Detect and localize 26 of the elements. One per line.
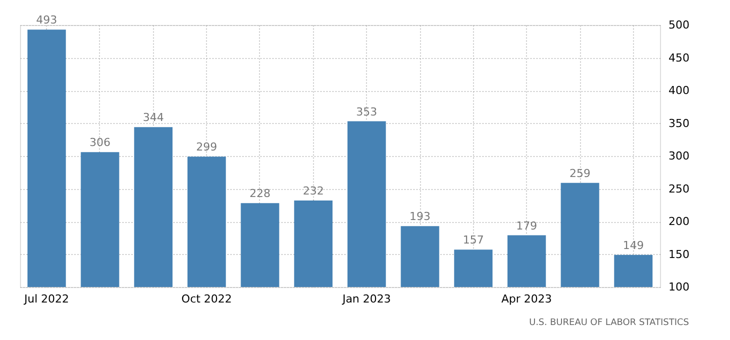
data-label: 353 xyxy=(356,105,378,118)
y-tick-label: 250 xyxy=(668,182,690,196)
x-tick-label: Jul 2022 xyxy=(23,292,70,306)
data-label: 193 xyxy=(410,210,430,224)
data-label: 157 xyxy=(462,234,484,247)
data-label: 228 xyxy=(250,187,270,200)
y-tick-label: 400 xyxy=(668,84,690,97)
text: U.S. BUREAU OF LABOR STATISTICS xyxy=(529,318,690,328)
y-tick-label: 300 xyxy=(668,150,690,162)
data-label: 149 xyxy=(622,238,644,252)
y-tick-label: 200 xyxy=(668,215,690,228)
data-label: 179 xyxy=(516,219,538,232)
y-tick-label: 450 xyxy=(668,51,690,64)
x-tick-label: Oct 2022 xyxy=(181,292,232,306)
data-label: 306 xyxy=(90,136,110,150)
x-tick-label: Apr 2023 xyxy=(501,292,552,306)
y-tick-label: 350 xyxy=(668,116,690,130)
data-label: 344 xyxy=(142,111,164,124)
data-label: 259 xyxy=(570,166,590,180)
data-label: 232 xyxy=(302,184,324,198)
data-label: 299 xyxy=(196,140,218,154)
x-tick-label: Jan 2023 xyxy=(341,292,391,306)
data-label: 493 xyxy=(36,14,58,27)
y-tick-label: 500 xyxy=(668,18,690,32)
y-tick-label: 150 xyxy=(668,248,690,261)
y-tick-label: 100 xyxy=(668,280,690,294)
